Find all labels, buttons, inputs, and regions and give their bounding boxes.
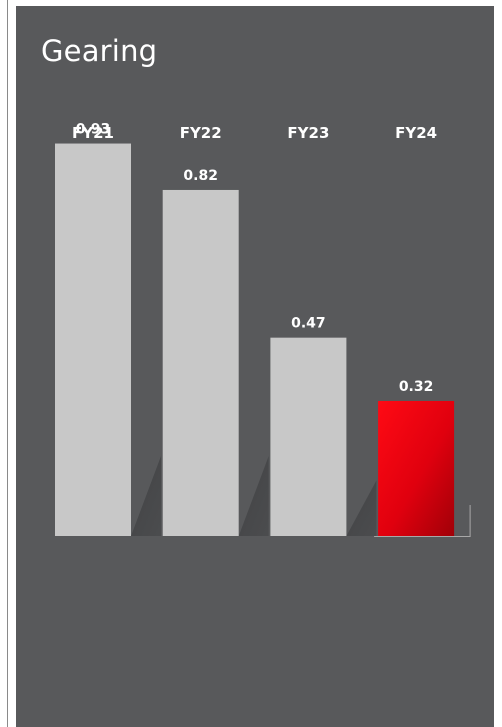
bar-shadow-fy21 <box>131 456 161 536</box>
category-label-fy23: FY23 <box>287 124 329 142</box>
category-label-fy24: FY24 <box>395 124 437 142</box>
bar-fy22 <box>162 189 239 536</box>
chart-title: Gearing <box>41 34 158 68</box>
value-label-fy21: 0.93 <box>76 122 111 138</box>
bar-fy21 <box>55 143 131 537</box>
bar-fy23 <box>270 337 347 536</box>
value-label-fy24: 0.32 <box>399 379 434 395</box>
bar-shadow-fy22 <box>238 456 269 536</box>
value-label-fy23: 0.47 <box>291 316 326 332</box>
value-label-fy22: 0.82 <box>183 168 218 184</box>
highlight-bracket <box>374 505 471 537</box>
category-label-fy22: FY22 <box>180 124 222 142</box>
category-label-fy21: FY21 <box>72 124 114 142</box>
left-border-line <box>7 0 8 727</box>
bar-shadow-fy23 <box>346 480 377 536</box>
bar-fy24 <box>378 400 455 536</box>
